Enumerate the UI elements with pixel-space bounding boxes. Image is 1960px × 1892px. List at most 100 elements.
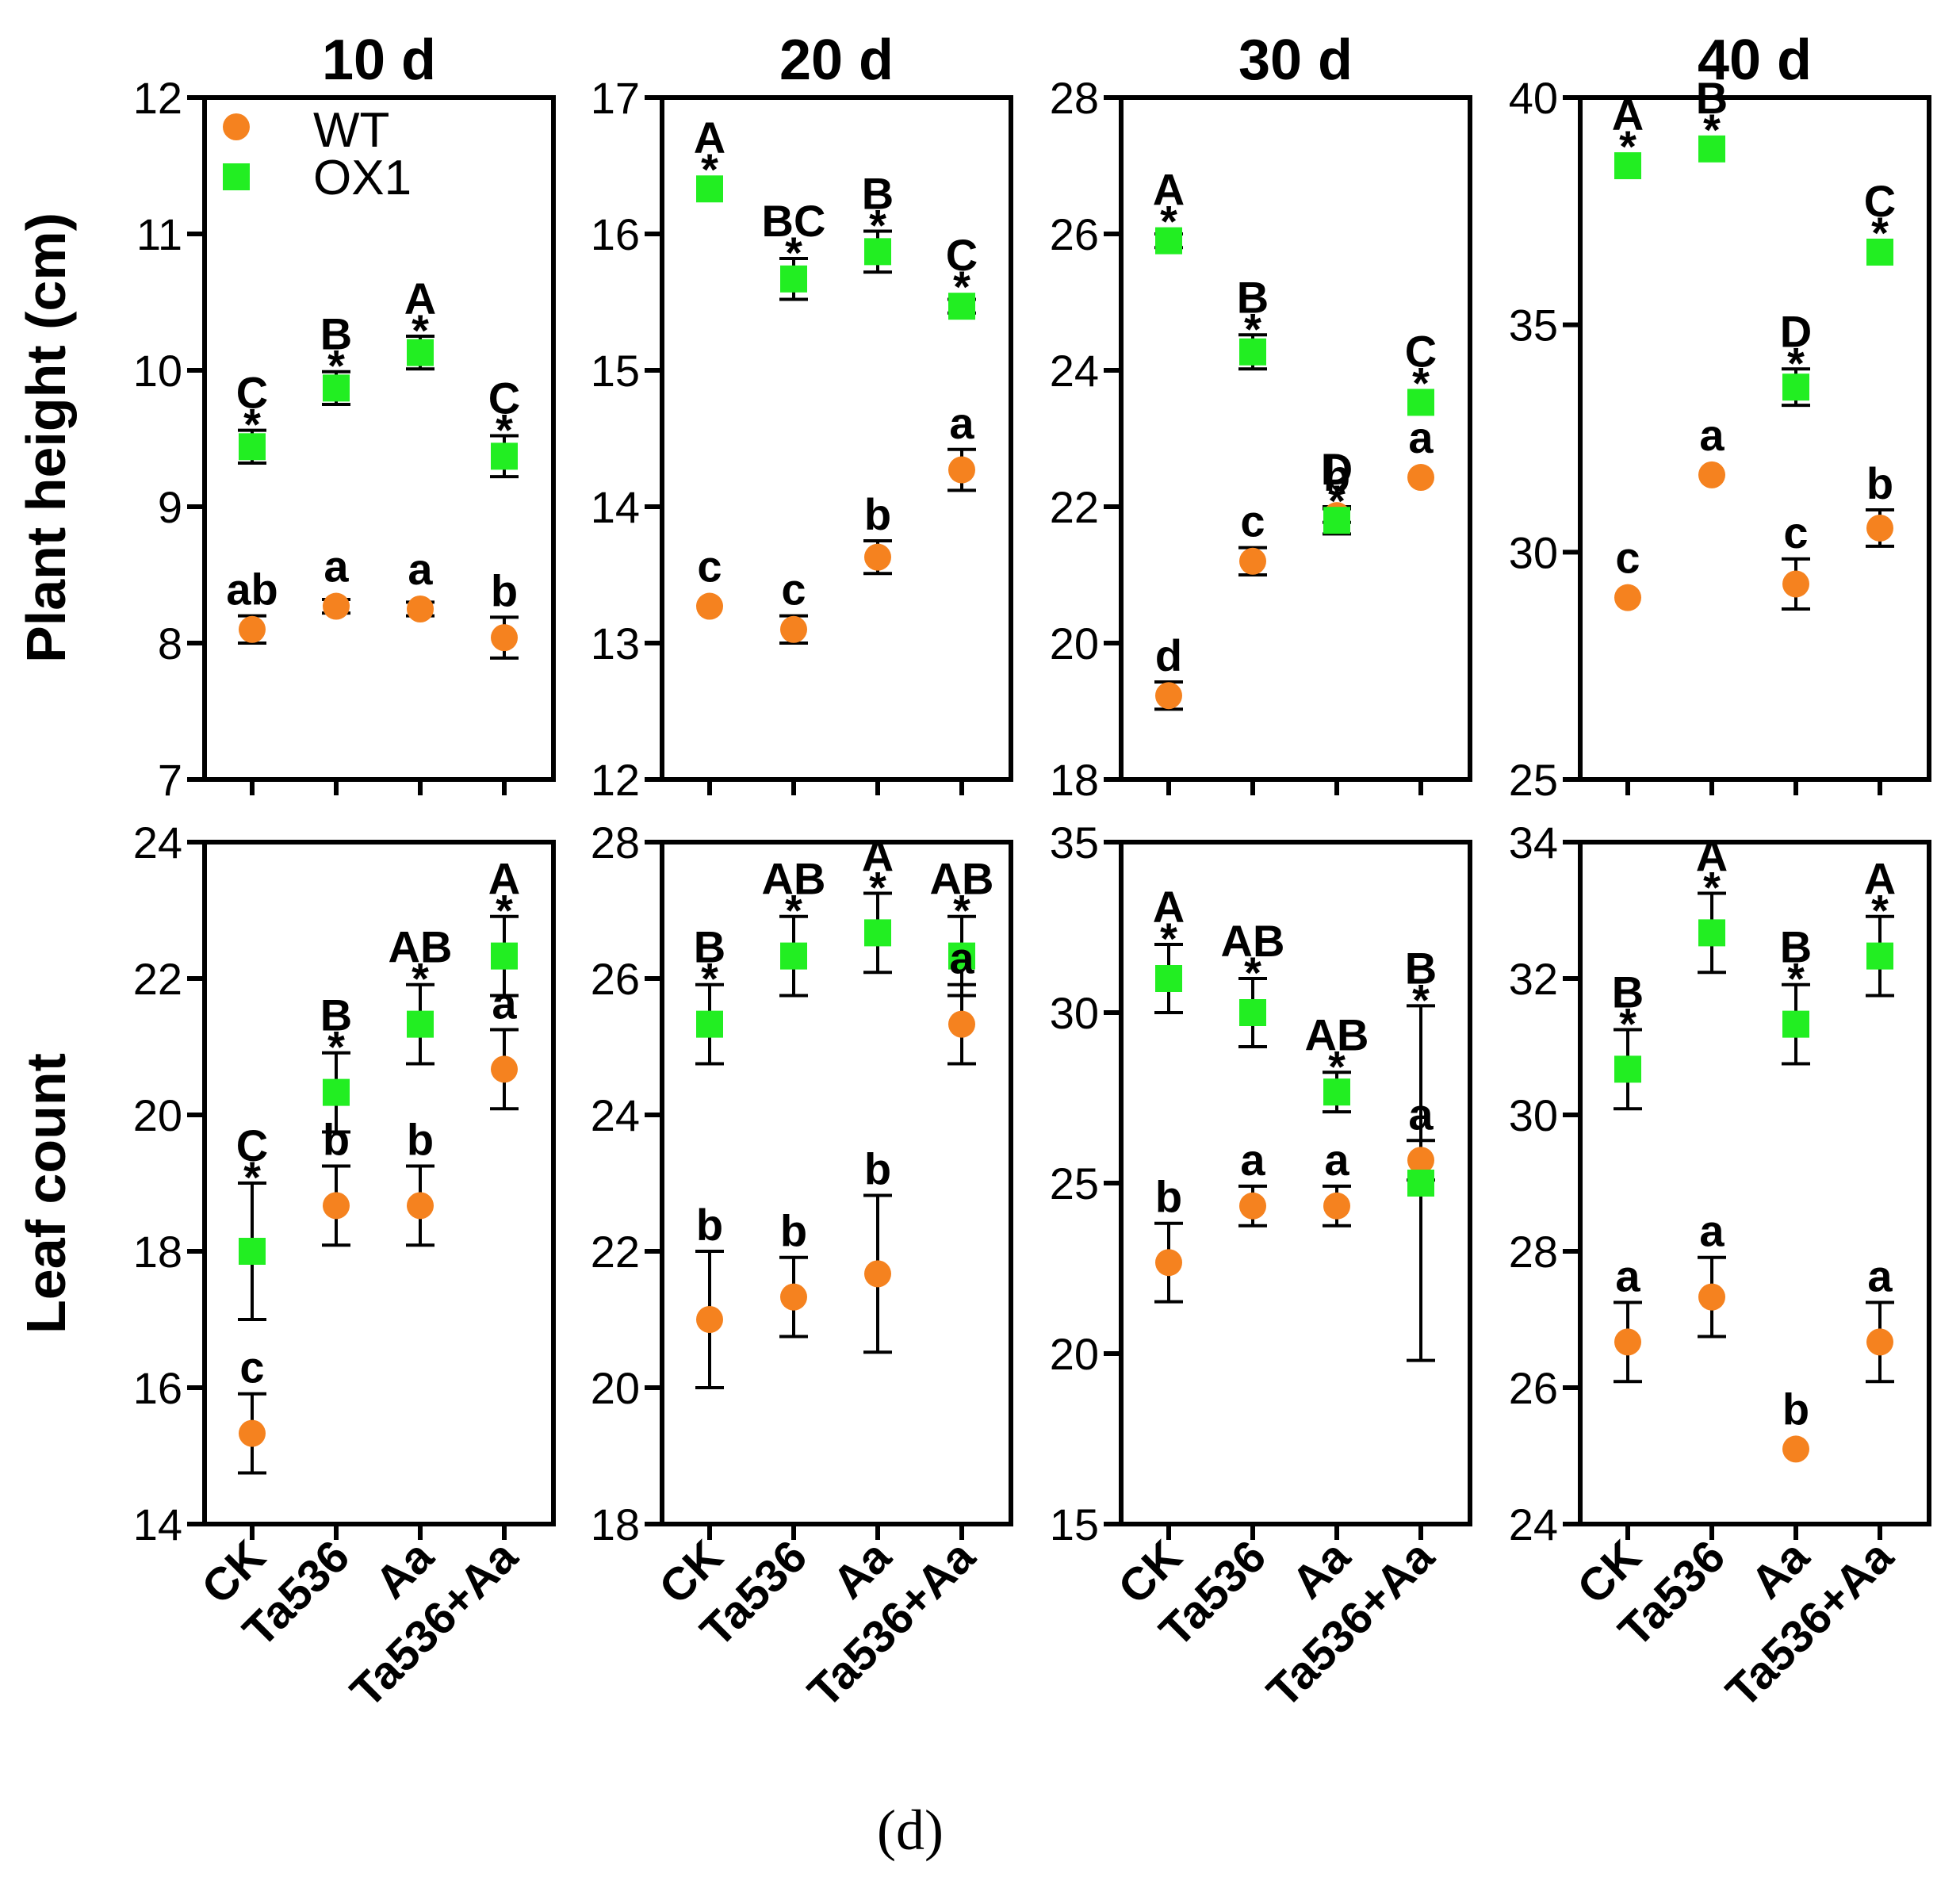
axes-frame xyxy=(1119,95,1472,782)
ox1-point xyxy=(239,1238,266,1265)
wt-point xyxy=(1407,464,1434,492)
ox1-point xyxy=(239,433,266,461)
y-tick-label: 14 xyxy=(591,482,640,532)
ox1-letter: B xyxy=(862,169,894,219)
ox1-star: * xyxy=(1871,208,1889,258)
y-tick-label: 18 xyxy=(1050,755,1099,805)
wt-letter: c xyxy=(1615,533,1640,583)
ox1-point xyxy=(1407,1170,1434,1197)
wt-point xyxy=(239,1419,266,1447)
axes-frame xyxy=(202,95,556,782)
ox1-star: * xyxy=(785,886,802,936)
wt-point xyxy=(1407,1147,1434,1174)
ox1-star: * xyxy=(496,886,513,936)
ox1-point xyxy=(1698,135,1725,163)
y-tick-label: 15 xyxy=(591,346,640,396)
wt-point xyxy=(1614,1328,1641,1356)
wt-letter: a xyxy=(1615,1251,1640,1301)
wt-point xyxy=(239,615,266,643)
ox1-letter: AB xyxy=(762,854,826,904)
wt-point xyxy=(1239,547,1266,575)
wt-point xyxy=(696,1306,723,1333)
ox1-letter: B xyxy=(1696,73,1728,123)
wt-point xyxy=(864,1260,891,1288)
ox1-letter: D xyxy=(1321,444,1353,494)
y-tick-label: 8 xyxy=(158,619,182,668)
wt-letter: a xyxy=(1408,1089,1434,1139)
legend-ox1-label: OX1 xyxy=(313,151,412,205)
y-tick-label: 12 xyxy=(591,755,640,805)
y-tick-label: 15 xyxy=(1050,1499,1099,1549)
ox1-star: * xyxy=(869,201,886,251)
wt-point xyxy=(407,596,434,622)
ox1-letter: A xyxy=(404,274,436,324)
panel-title: 20 d xyxy=(779,29,894,92)
figure-caption: (d) xyxy=(877,1798,944,1862)
wt-point xyxy=(1782,570,1809,598)
ox1-point xyxy=(780,265,807,293)
ox1-point xyxy=(696,175,723,203)
wt-letter: a xyxy=(492,979,517,1028)
ox1-letter: B xyxy=(320,990,352,1040)
y-tick-label: 17 xyxy=(591,73,640,123)
ox1-star: * xyxy=(1619,999,1637,1049)
y-tick-label: 28 xyxy=(1050,73,1099,123)
ox1-point xyxy=(948,293,975,320)
y-tick-label: 20 xyxy=(1050,619,1099,668)
ox1-star: * xyxy=(1328,1041,1346,1091)
y-tick-label: 22 xyxy=(591,1227,640,1277)
y-tick-label: 9 xyxy=(158,482,182,532)
ox1-letter: AB xyxy=(1221,916,1285,966)
wt-point xyxy=(1155,682,1182,710)
y-tick-label: 32 xyxy=(1509,954,1558,1004)
wt-point xyxy=(1866,514,1893,542)
wt-point xyxy=(407,1192,434,1220)
ox1-star: * xyxy=(1703,863,1721,913)
y-tick-label: 28 xyxy=(591,818,640,867)
ox1-star: * xyxy=(785,228,802,278)
ox1-point xyxy=(1239,999,1266,1026)
legend-wt-marker xyxy=(223,113,250,140)
ox1-letter: C xyxy=(1864,176,1896,226)
ox1-star: * xyxy=(412,954,429,1004)
y-tick-label: 30 xyxy=(1509,527,1558,577)
ox1-point xyxy=(1323,1078,1350,1106)
ox1-point xyxy=(1614,152,1641,179)
axes-frame xyxy=(660,95,1013,782)
y-tick-label: 24 xyxy=(591,1090,640,1140)
y-tick-label: 24 xyxy=(133,818,182,867)
wt-letter: c xyxy=(697,542,722,592)
axes-frame xyxy=(1578,95,1931,782)
axes-frame xyxy=(1578,840,1931,1526)
ox1-star: * xyxy=(1871,886,1889,936)
ox1-letter: A xyxy=(1153,165,1185,215)
y-tick-label: 7 xyxy=(158,755,182,805)
wt-point xyxy=(323,592,350,620)
wt-point xyxy=(1614,584,1641,611)
ox1-letter: A xyxy=(862,831,894,881)
wt-letter: a xyxy=(949,933,974,983)
ox1-letter: BC xyxy=(762,196,826,246)
legend-ox1-marker xyxy=(223,163,250,190)
ox1-star: * xyxy=(1244,948,1261,998)
wt-letter: a xyxy=(408,544,433,594)
y-tick-label: 16 xyxy=(133,1363,182,1413)
wt-point xyxy=(1698,1283,1725,1311)
ox1-star: * xyxy=(496,405,513,455)
ox1-star: * xyxy=(869,863,886,913)
ox1-star: * xyxy=(1160,197,1177,247)
wt-letter: a xyxy=(949,398,974,448)
wt-letter: b xyxy=(780,1206,807,1256)
y-tick-label: 20 xyxy=(591,1363,640,1413)
ox1-point xyxy=(323,374,350,402)
ox1-letter: A xyxy=(694,113,725,163)
y-tick-label: 14 xyxy=(133,1499,182,1549)
ox1-point xyxy=(1239,338,1266,366)
y-tick-label: 26 xyxy=(1509,1363,1558,1413)
wt-letter: b xyxy=(1866,458,1893,508)
ox1-star: * xyxy=(953,262,970,312)
wt-letter: b xyxy=(407,1115,434,1165)
